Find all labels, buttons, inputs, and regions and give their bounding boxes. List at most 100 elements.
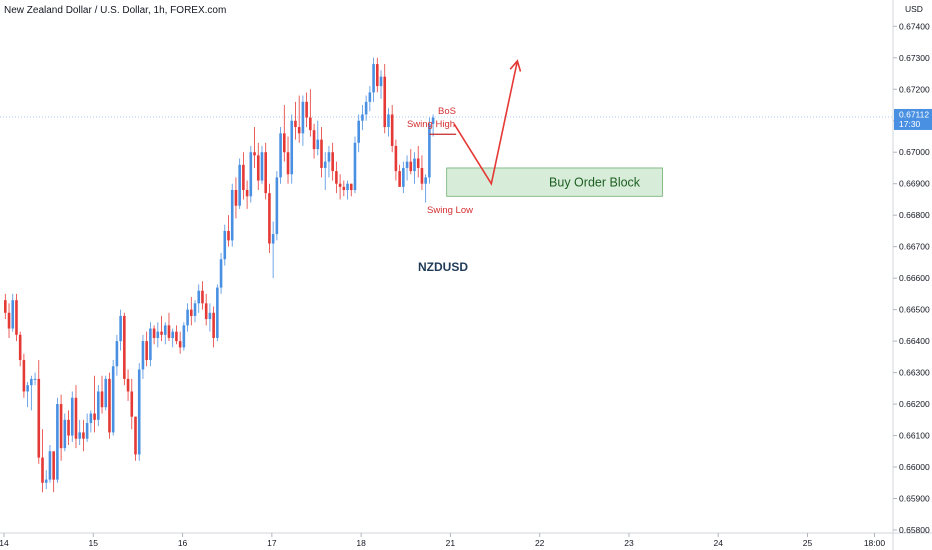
candle-body	[22, 360, 26, 392]
bos-label: BoS	[438, 106, 456, 117]
candle-up	[208, 303, 212, 332]
candle-body	[15, 300, 18, 335]
candle-body	[338, 183, 342, 187]
candle-body	[357, 120, 360, 143]
candle-up	[44, 470, 48, 490]
candle-body	[413, 158, 416, 172]
candle-down	[283, 105, 286, 162]
candle-up	[26, 382, 29, 408]
candle-up	[163, 322, 167, 345]
candle-body	[37, 378, 41, 458]
candle-body	[111, 366, 115, 433]
candle-up	[216, 284, 219, 342]
x-tick-label: 18	[356, 538, 366, 548]
x-tick-label: 22	[535, 538, 545, 548]
candle-up	[119, 309, 122, 351]
candle-down	[264, 142, 267, 200]
candle-down	[93, 375, 96, 433]
candle-body	[137, 369, 141, 455]
candle-down	[167, 312, 171, 342]
candle-body	[264, 152, 267, 194]
candle-down	[59, 394, 63, 461]
candle-body	[11, 300, 15, 329]
swing-high-label: Swing High	[407, 119, 455, 130]
candle-up	[372, 57, 375, 102]
candle-body	[123, 315, 126, 379]
chart-title: New Zealand Dollar / U.S. Dollar, 1h, FO…	[4, 5, 227, 16]
candle-down	[201, 281, 204, 310]
candle-down	[294, 101, 297, 140]
candle-up	[301, 95, 305, 146]
candle-body	[238, 164, 241, 206]
candle-down	[338, 174, 342, 200]
candle-body	[275, 177, 279, 235]
x-tick-label: 21	[446, 538, 456, 548]
candle-body	[256, 155, 260, 181]
candle-down	[7, 303, 11, 338]
y-tick-label: 0.66100	[899, 431, 930, 441]
candle-body	[368, 92, 372, 102]
candle-body	[201, 290, 204, 304]
candle-body	[175, 331, 178, 342]
currency-label: USD	[905, 4, 923, 14]
candle-down	[335, 161, 338, 194]
candle-body	[141, 341, 145, 370]
candle-body	[428, 123, 431, 178]
candle-down	[126, 369, 130, 401]
candle-up	[316, 120, 320, 156]
candle-body	[297, 127, 301, 134]
candle-up	[249, 145, 253, 203]
candle-body	[249, 152, 253, 197]
candle-down	[175, 325, 178, 345]
projection-arrowhead	[509, 59, 522, 72]
candle-body	[349, 183, 353, 190]
y-tick-label: 0.66500	[899, 305, 930, 315]
candle-up	[379, 70, 383, 99]
candle-body	[208, 312, 212, 320]
candle-body	[376, 64, 379, 87]
candle-up	[56, 397, 59, 483]
candle-body	[190, 309, 193, 316]
candle-down	[18, 331, 22, 367]
candle-down	[123, 312, 126, 386]
candle-up	[323, 152, 327, 190]
candle-body	[309, 117, 312, 131]
candle-up	[405, 155, 409, 181]
candle-down	[398, 164, 401, 187]
candle-body	[18, 334, 22, 360]
candle-up	[197, 284, 201, 313]
candle-down	[178, 331, 182, 354]
candle-up	[361, 105, 364, 131]
candle-up	[85, 413, 89, 442]
candle-body	[294, 120, 297, 128]
countdown-value: 17:30	[899, 119, 921, 129]
candle-up	[223, 224, 227, 266]
candle-body	[402, 167, 405, 187]
x-tick-label: 14	[0, 538, 9, 548]
candle-body	[424, 177, 427, 184]
candle-body	[387, 114, 390, 128]
candle-body	[4, 300, 7, 313]
candle-up	[431, 114, 435, 137]
candle-up	[33, 372, 37, 386]
candle-up	[275, 171, 279, 241]
y-tick-label: 0.65800	[899, 525, 930, 535]
candle-up	[89, 410, 93, 433]
candle-down	[331, 142, 334, 181]
candle-down	[342, 180, 346, 197]
y-tick-label: 0.67300	[899, 53, 930, 63]
candle-body	[219, 259, 223, 288]
candle-down	[376, 57, 379, 93]
candle-down	[227, 215, 230, 247]
candle-body	[342, 186, 346, 190]
candle-body	[108, 378, 111, 433]
y-tick-label: 0.66800	[899, 210, 930, 220]
candle-up	[63, 413, 67, 452]
candle-body	[283, 133, 286, 153]
candle-body	[253, 152, 256, 156]
candle-body	[320, 139, 323, 168]
candle-body	[242, 164, 245, 190]
candle-up	[115, 334, 119, 376]
candle-body	[100, 391, 104, 408]
